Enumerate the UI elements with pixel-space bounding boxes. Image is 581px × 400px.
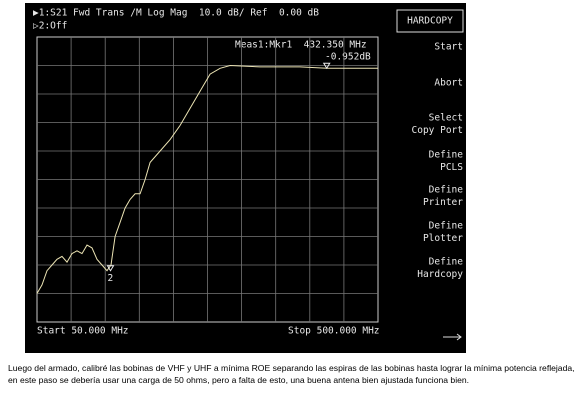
- start-label: Start 50.000 MHz: [37, 326, 129, 337]
- softkey-label: PCLS: [440, 162, 463, 173]
- marker-label: 2: [108, 273, 114, 284]
- screen-background: [25, 3, 466, 353]
- softkey-label: Start: [434, 42, 463, 53]
- softkey-label: Plotter: [423, 233, 463, 244]
- softkey-label: Define: [429, 150, 464, 161]
- softkey-label: Copy Port: [412, 125, 463, 136]
- softkey-label: Define: [429, 185, 464, 196]
- softkey-label: Hardcopy: [417, 269, 463, 280]
- subheader: ▷2:Off: [33, 21, 67, 32]
- softkey-title-box: [396, 9, 464, 33]
- softkey-label: Printer: [423, 197, 463, 208]
- marker-value: -0.952dB: [325, 52, 371, 63]
- trace: [36, 64, 379, 294]
- softkey-label: Define: [429, 221, 464, 232]
- caption: Luego del armado, calibré las bobinas de…: [8, 363, 575, 385]
- marker: [322, 62, 331, 70]
- analyzer-screen: ▶1:S21 Fwd Trans /M Log Mag 10.0 dB/ Ref…: [25, 3, 466, 353]
- softkey-label: Select: [429, 113, 463, 124]
- marker-readout: Meas1:Mkr1 432.350 MHz: [235, 40, 367, 51]
- arrow-head: [456, 333, 462, 341]
- softkey-label: Define: [429, 257, 464, 268]
- softkey-label: Abort: [434, 78, 463, 89]
- stop-label: Stop 500.000 MHz: [288, 326, 380, 337]
- marker: [106, 265, 115, 272]
- softkey-title: HARDCOPY: [407, 16, 453, 27]
- header: ▶1:S21 Fwd Trans /M Log Mag 10.0 dB/ Ref…: [33, 8, 319, 19]
